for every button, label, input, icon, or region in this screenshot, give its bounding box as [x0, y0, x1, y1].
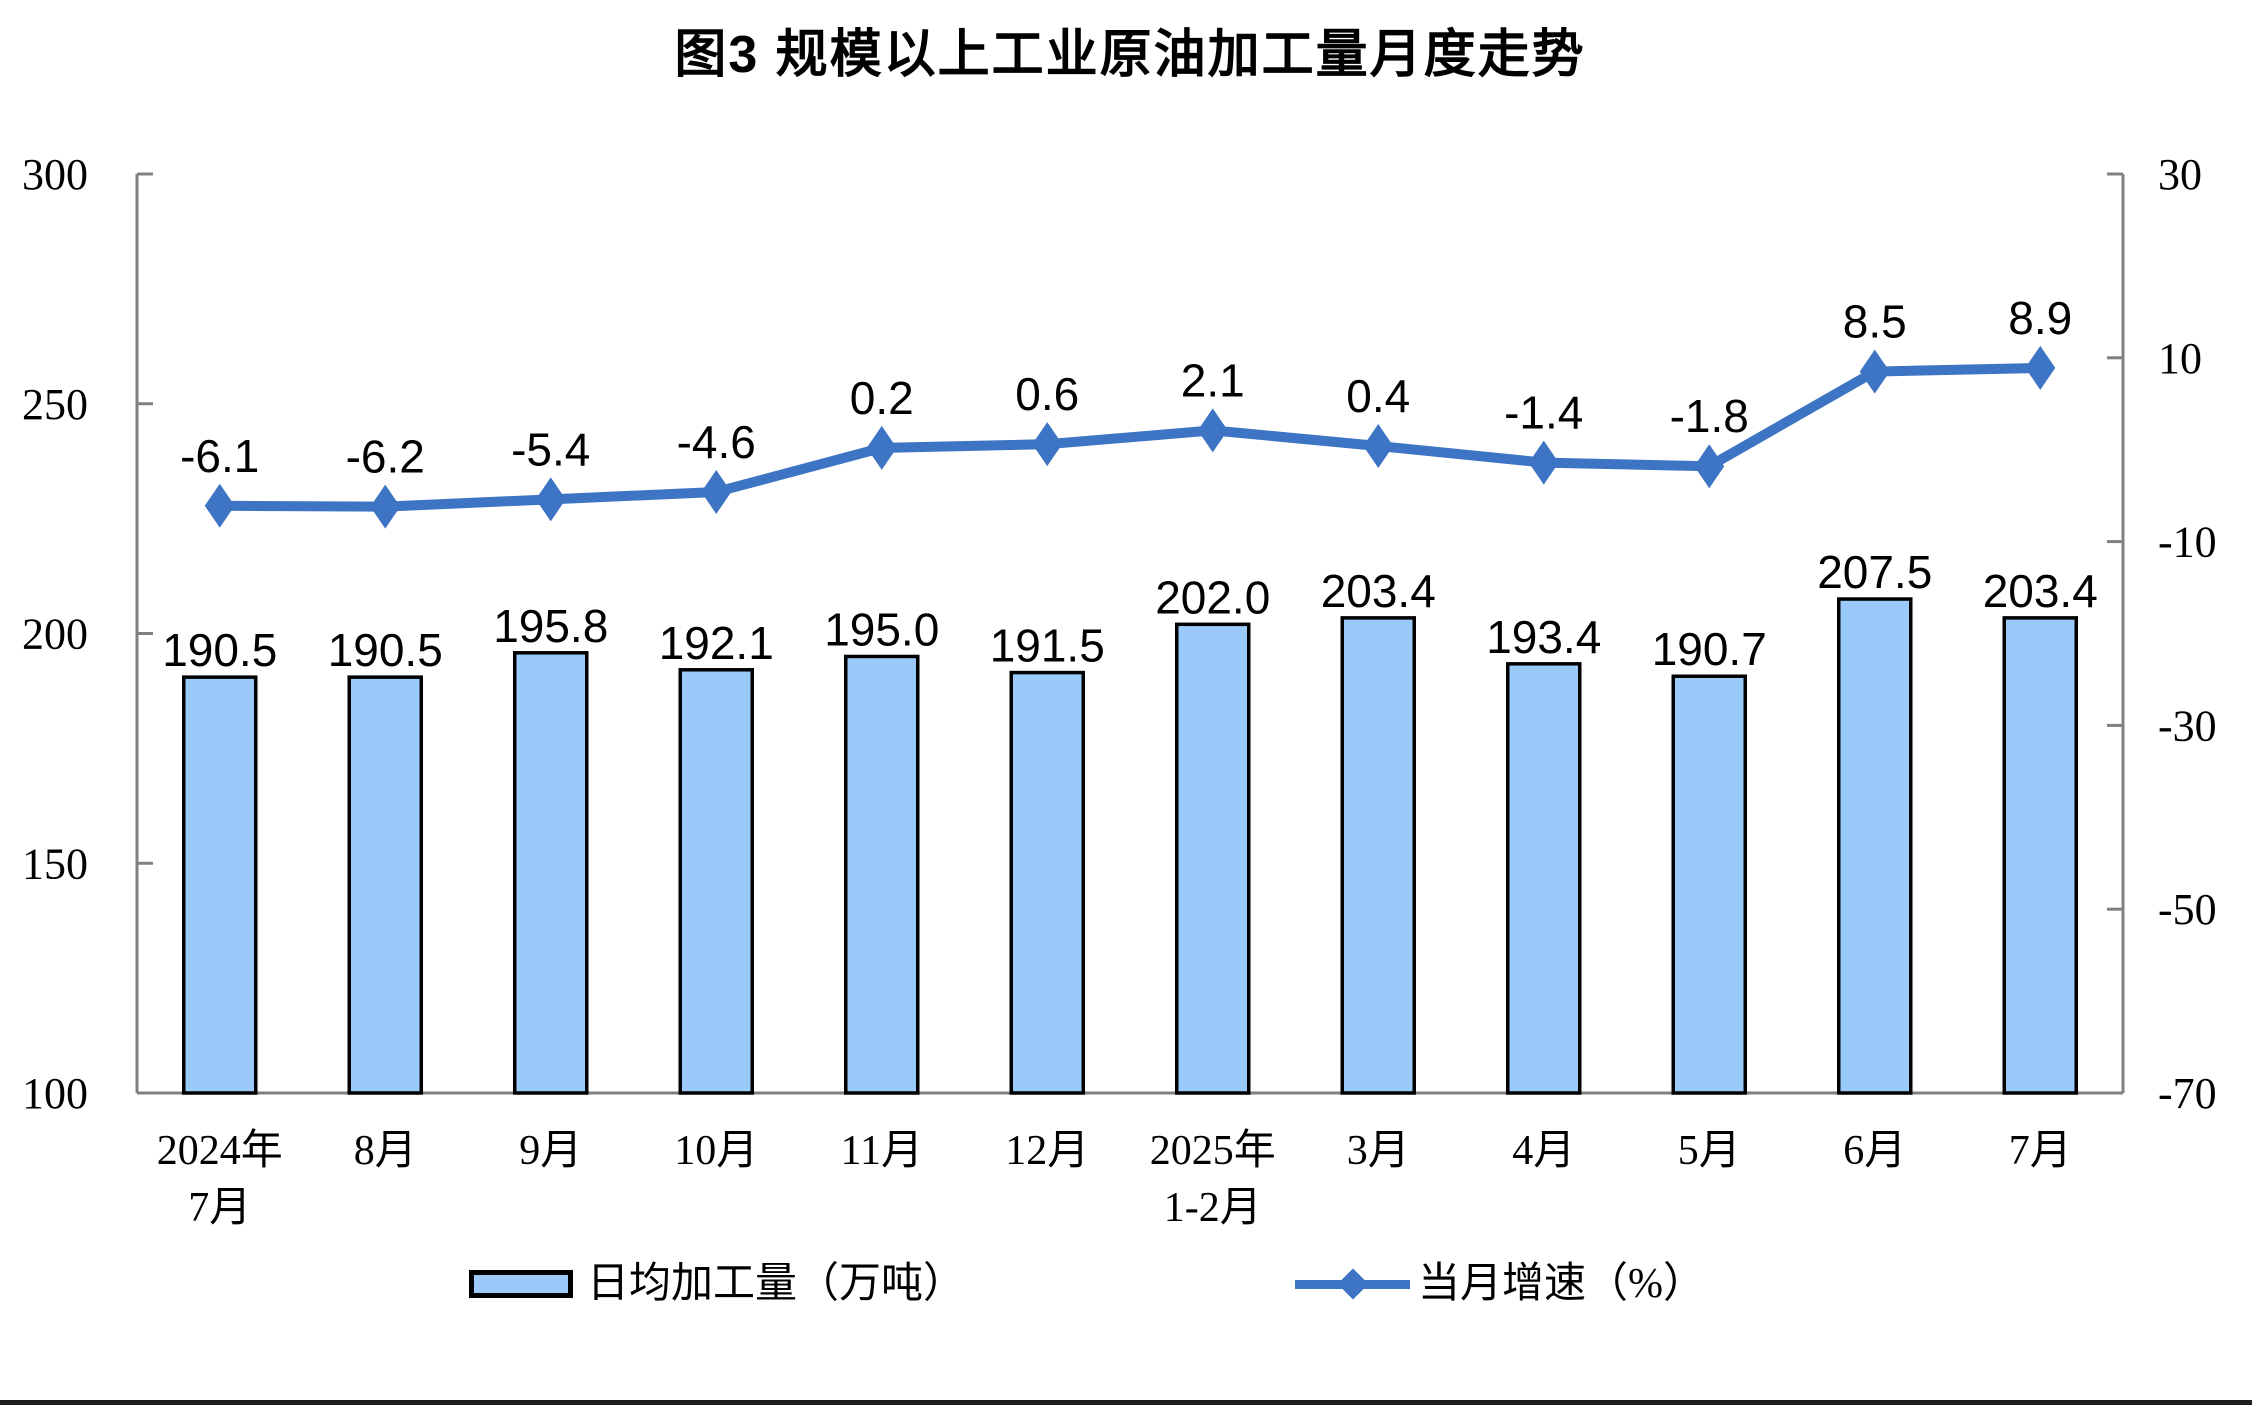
line-marker-diamond-icon	[204, 483, 235, 528]
bar-value-label: 192.1	[659, 617, 774, 669]
y-axis-right-tick-label: -30	[2158, 701, 2217, 750]
line-value-label: 0.4	[1346, 370, 1410, 422]
line-value-label: 8.5	[1843, 296, 1907, 348]
line-swatch-diamond-marker-icon	[1336, 1268, 1369, 1300]
bar-value-label: 190.5	[162, 624, 277, 676]
x-axis-label: 3月	[1347, 1128, 1410, 1174]
line-marker-diamond-icon	[2025, 345, 2056, 390]
x-axis-label: 1-2月	[1164, 1185, 1262, 1231]
bar-value-label: 203.4	[1321, 565, 1436, 617]
line-value-label: 2.1	[1181, 354, 1245, 406]
y-axis-left-tick-label: 300	[22, 150, 88, 199]
line-marker-diamond-icon	[866, 425, 897, 470]
line-marker-diamond-icon	[1197, 408, 1228, 453]
growth-line	[214, 362, 2046, 512]
line-value-label: -1.8	[1670, 390, 1749, 442]
x-axis-label: 12月	[1005, 1128, 1089, 1174]
line-marker-diamond-icon	[370, 484, 401, 529]
line-marker-diamond-icon	[1032, 422, 1063, 467]
line-value-label: -4.6	[677, 416, 756, 468]
x-axis-label: 9月	[519, 1128, 582, 1174]
x-axis-label: 6月	[1843, 1128, 1906, 1174]
bar-value-label: 191.5	[990, 620, 1105, 672]
bar	[1340, 616, 1416, 1095]
x-axis-label: 7月	[2009, 1128, 2072, 1174]
x-axis-label: 10月	[674, 1128, 758, 1174]
y-axis-left-tick-label: 200	[22, 610, 88, 659]
bar	[513, 651, 589, 1095]
y-axis-left-tick-label: 150	[22, 839, 88, 888]
y-axis-right-tick-label: -50	[2158, 885, 2217, 934]
x-axis-label: 4月	[1512, 1128, 1575, 1174]
window-bottom-border	[0, 1400, 2252, 1405]
bar	[1837, 597, 1913, 1095]
x-axis-label: 8月	[354, 1128, 417, 1174]
line-marker-diamond-icon	[535, 477, 566, 522]
line-value-label: 0.6	[1015, 368, 1079, 420]
bar	[1175, 622, 1251, 1095]
y-axis-right-tick-label: 10	[2158, 334, 2202, 383]
y-axis-right-tick-label: -10	[2158, 518, 2217, 567]
bar-series-label: 日均加工量（万吨）	[587, 1261, 966, 1307]
bar	[1009, 670, 1085, 1095]
y-axis-right-tick-label: -70	[2158, 1069, 2217, 1118]
bar	[1506, 662, 1582, 1095]
bar	[182, 675, 258, 1095]
bar	[347, 675, 423, 1095]
legend-item-line-series: 当月增速（%）	[1295, 1262, 1705, 1306]
line-marker-diamond-icon	[1859, 349, 1890, 394]
bar-value-label: 203.4	[1983, 565, 2098, 617]
y-axis-right-tick-label: 30	[2158, 150, 2202, 199]
line-marker-diamond-icon	[1694, 444, 1725, 489]
y-axis-left-tick-label: 250	[22, 380, 88, 429]
bar-value-label: 207.5	[1817, 546, 1932, 598]
line-value-label: -6.2	[346, 431, 425, 483]
line-value-label: -1.4	[1504, 387, 1583, 439]
bar-value-label: 193.4	[1486, 611, 1601, 663]
x-axis-label: 2025年	[1150, 1127, 1276, 1174]
line-value-label: 8.9	[2008, 292, 2072, 344]
line-marker-diamond-icon	[1363, 424, 1394, 469]
line-series-label: 当月增速（%）	[1418, 1261, 1705, 1307]
bar	[844, 654, 920, 1095]
x-axis-label: 7月	[188, 1185, 251, 1231]
x-axis-label: 2024年	[157, 1127, 283, 1174]
bar-value-label: 202.0	[1155, 571, 1270, 623]
bar-value-label: 195.0	[824, 603, 939, 655]
bar	[1671, 674, 1747, 1095]
line-value-label: 0.2	[850, 372, 914, 424]
line-marker-diamond-icon	[701, 469, 732, 514]
bar-value-label: 195.8	[493, 600, 608, 652]
chart-title: 图3 规模以上工业原油加工量月度走势	[674, 26, 1586, 84]
bar	[2002, 616, 2078, 1095]
line-series-swatch	[1295, 1262, 1410, 1306]
x-axis-label: 11月	[841, 1128, 923, 1174]
bar	[678, 668, 754, 1095]
x-axis-label: 5月	[1678, 1128, 1741, 1174]
line-marker-diamond-icon	[1528, 440, 1559, 485]
bar-value-label: 190.5	[328, 624, 443, 676]
bar-series-swatch	[469, 1270, 573, 1298]
legend-item-bar-series: 日均加工量（万吨）	[469, 1262, 965, 1306]
y-axis-left-tick-label: 100	[22, 1069, 88, 1118]
bar-value-label: 190.7	[1652, 623, 1767, 675]
line-value-label: -5.4	[511, 423, 590, 475]
line-value-label: -6.1	[180, 430, 259, 482]
